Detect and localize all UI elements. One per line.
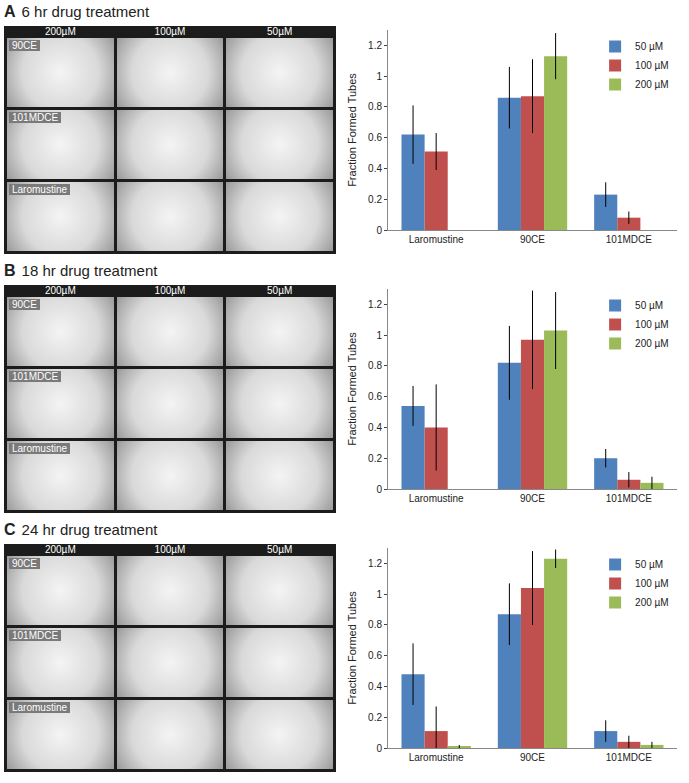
html-text:100µM: 100µM [154, 26, 186, 37]
svg-text:0.2: 0.2 [368, 453, 382, 464]
html-text:100µM: 100µM [154, 285, 186, 296]
svg-text:0: 0 [376, 743, 382, 754]
html-text:50µM: 50µM [267, 544, 293, 555]
svg-text:1: 1 [376, 330, 382, 341]
svg-text:0.2: 0.2 [368, 712, 382, 723]
svg-text:50 µM: 50 µM [635, 41, 663, 52]
html-text:90CE: 90CE [12, 558, 37, 569]
svg-text:Laromustine: Laromustine [409, 493, 464, 504]
svg-text:1.2: 1.2 [368, 558, 382, 569]
svg-text:90CE: 90CE [520, 493, 545, 504]
html-text:50µM: 50µM [267, 26, 293, 37]
svg-text:200 µM: 200 µM [635, 79, 669, 90]
svg-text:50 µM: 50 µM [635, 559, 663, 570]
svg-text:Fraction Formed Tubes: Fraction Formed Tubes [346, 591, 358, 705]
svg-text:50 µM: 50 µM [635, 300, 663, 311]
html-text:90CE: 90CE [12, 40, 37, 51]
svg-text:0.6: 0.6 [368, 391, 382, 402]
svg-text:0.2: 0.2 [368, 194, 382, 205]
svg-text:0.6: 0.6 [368, 132, 382, 143]
svg-text:Fraction Formed Tubes: Fraction Formed Tubes [346, 73, 358, 187]
html-text:50µM: 50µM [267, 285, 293, 296]
svg-text:200 µM: 200 µM [635, 338, 669, 349]
html-text:101MDCE: 101MDCE [12, 371, 59, 382]
svg-text:0.8: 0.8 [368, 619, 382, 630]
html-text:200µM: 200µM [44, 544, 76, 555]
svg-text:0.8: 0.8 [368, 101, 382, 112]
svg-text:0.4: 0.4 [368, 163, 382, 174]
svg-text:90CE: 90CE [520, 752, 545, 763]
html-text:Laromustine: Laromustine [12, 702, 67, 713]
html-text:200µM: 200µM [44, 285, 76, 296]
svg-text:100 µM: 100 µM [635, 578, 669, 589]
svg-text:Fraction Formed Tubes: Fraction Formed Tubes [346, 332, 358, 446]
html-text:C 24 hr drug treatment: C 24 hr drug treatment [4, 521, 158, 538]
svg-text:100 µM: 100 µM [635, 319, 669, 330]
html-text:B 18 hr drug treatment: B 18 hr drug treatment [4, 262, 158, 279]
svg-text:0.6: 0.6 [368, 650, 382, 661]
svg-text:101MDCE: 101MDCE [606, 234, 652, 245]
svg-text:200 µM: 200 µM [635, 597, 669, 608]
html-text:A 6 hr drug treatment: A 6 hr drug treatment [4, 3, 150, 20]
svg-text:1: 1 [376, 71, 382, 82]
html-text:100µM: 100µM [154, 544, 186, 555]
svg-text:1.2: 1.2 [368, 40, 382, 51]
html-text:Laromustine: Laromustine [12, 443, 67, 454]
svg-text:0.8: 0.8 [368, 360, 382, 371]
svg-text:Laromustine: Laromustine [409, 752, 464, 763]
html-text:Laromustine: Laromustine [12, 184, 67, 195]
svg-text:0: 0 [376, 225, 382, 236]
svg-text:0: 0 [376, 484, 382, 495]
svg-text:101MDCE: 101MDCE [606, 493, 652, 504]
svg-text:0.4: 0.4 [368, 681, 382, 692]
svg-text:0.4: 0.4 [368, 422, 382, 433]
html-text:90CE: 90CE [12, 299, 37, 310]
svg-text:1.2: 1.2 [368, 299, 382, 310]
svg-text:101MDCE: 101MDCE [606, 752, 652, 763]
svg-text:Laromustine: Laromustine [409, 234, 464, 245]
svg-text:1: 1 [376, 589, 382, 600]
html-text:200µM: 200µM [44, 26, 76, 37]
svg-text:100 µM: 100 µM [635, 60, 669, 71]
svg-text:90CE: 90CE [520, 234, 545, 245]
html-text:101MDCE: 101MDCE [12, 630, 59, 641]
html-text:101MDCE: 101MDCE [12, 112, 59, 123]
